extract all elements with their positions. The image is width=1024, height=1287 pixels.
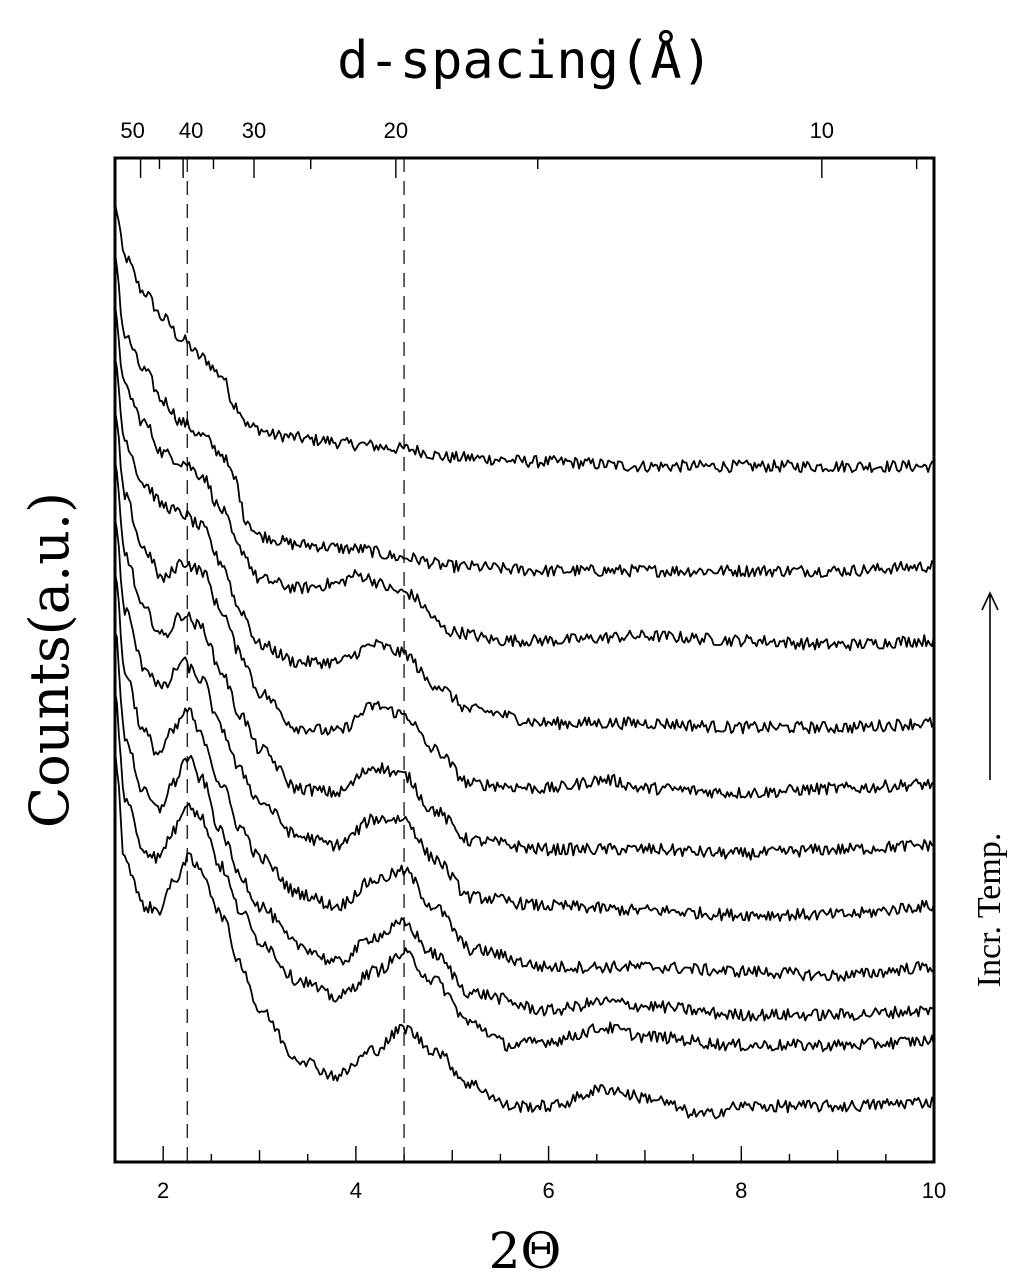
series-line — [114, 631, 935, 1022]
series-line — [114, 357, 935, 735]
temperature-annotation-label: Incr. Temp. — [971, 833, 1008, 988]
x-tick-label: 4 — [350, 1178, 362, 1203]
series-line — [114, 573, 935, 982]
series-line — [114, 202, 935, 474]
series-line — [114, 252, 935, 578]
series-line — [114, 304, 935, 652]
series-line — [114, 411, 935, 799]
x-tick-label: 10 — [922, 1178, 946, 1203]
top-tick-label: 30 — [242, 118, 266, 143]
top-tick-label: 20 — [384, 118, 408, 143]
series-line — [114, 518, 935, 922]
x-tick-label: 2 — [157, 1178, 169, 1203]
temperature-annotation: Incr. Temp. — [971, 591, 1008, 988]
plot-frame — [113, 156, 936, 1164]
series-line — [114, 691, 935, 1053]
x-tick-label: 6 — [542, 1178, 554, 1203]
plot-area: 2 4 6 8 10 50 40 30 20 10 — [113, 118, 946, 1203]
series-line — [114, 460, 935, 861]
y-axis-title: Counts(a.u.) — [18, 492, 81, 828]
series-line — [114, 749, 935, 1120]
top-tick-label: 10 — [810, 118, 834, 143]
top-tick-label: 40 — [179, 118, 203, 143]
x-axis-title: 2Θ — [489, 1222, 562, 1280]
temperature-arrow-head — [981, 591, 999, 611]
top-axis-title: d-spacing(Å) — [337, 29, 713, 91]
top-tick-label: 50 — [120, 118, 144, 143]
x-tick-label: 8 — [735, 1178, 747, 1203]
